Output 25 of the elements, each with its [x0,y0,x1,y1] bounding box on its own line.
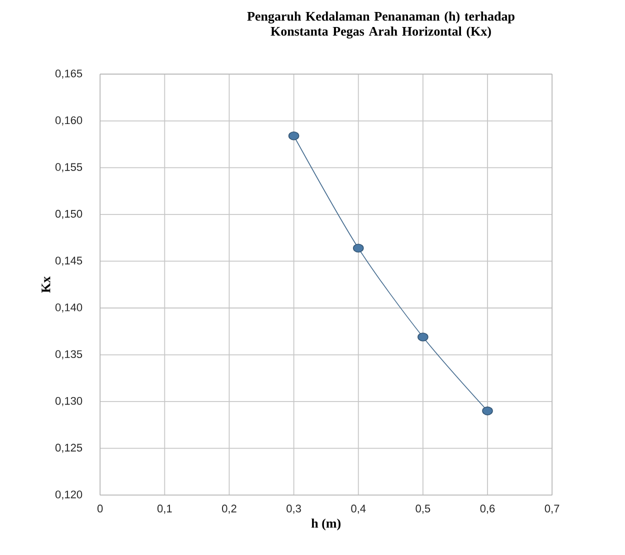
x-tick-label: 0,7 [544,504,560,514]
x-tick-label: 0,5 [416,504,430,514]
point [482,406,493,416]
y-tick-label: 0,160 [55,116,82,126]
y-tick-label: 0,150 [55,210,82,219]
point [352,244,364,253]
x-tick-label: 0 [97,504,103,512]
y-tick-label: 0,135 [55,350,82,360]
y-tick-label: 0,155 [55,163,82,172]
point [418,332,428,342]
y-tick-label: 0,125 [55,444,82,453]
y-tick-label: 0,130 [55,397,82,406]
chart-title: Pengaruh Kedalaman Penanaman (h) terhadap Konstanta Pegas Arah Horizontal (Kx) [247,12,514,38]
y-tick-label: 0,140 [55,303,82,313]
x-tick-label: 0,2 [222,504,236,514]
x-tick-label: 0,3 [286,504,301,514]
y-tick-label: 0,120 [55,490,82,500]
y-axis-title: Kx [42,276,50,293]
point [288,131,300,140]
x-tick-label: 0,6 [480,504,495,514]
y-tick-label: 0,145 [55,256,82,266]
x-tick-label: 0,4 [351,504,366,514]
x-axis-title: h (m) [311,518,340,530]
x-tick-label: 0,1 [157,504,172,514]
y-tick-label: 0,165 [55,70,82,79]
